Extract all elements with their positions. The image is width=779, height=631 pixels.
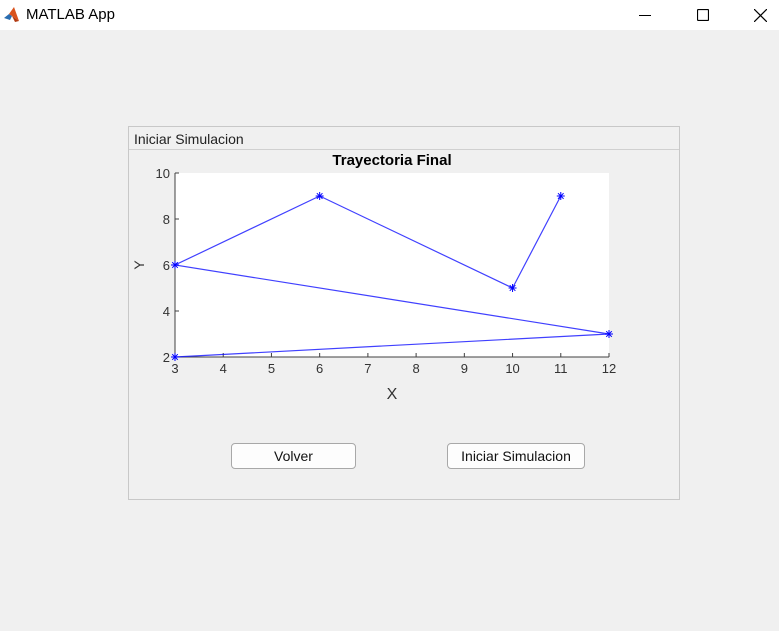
trajectory-plot[interactable]: Trayectoria Final X Y 3 4 5 6 7 8 9 10 11 12 2 4 6 8 1…: [129, 127, 679, 427]
maximize-icon: [697, 9, 709, 21]
x-tick-label: 5: [268, 361, 275, 376]
data-point-marker: [315, 192, 324, 200]
x-tick-label: 9: [461, 361, 468, 376]
maximize-button[interactable]: [674, 0, 732, 30]
minimize-icon: [639, 15, 651, 16]
plot-title: Trayectoria Final: [332, 152, 451, 169]
data-point-marker: [556, 192, 565, 200]
minimize-button[interactable]: [616, 0, 674, 30]
y-tick-label: 6: [163, 258, 170, 273]
y-tick-label: 2: [163, 350, 170, 365]
y-tick-label: 10: [156, 166, 170, 181]
marker-stroke: [509, 284, 516, 292]
marker-stroke: [171, 353, 179, 361]
matlab-logo-icon: [3, 6, 20, 23]
start-simulation-button[interactable]: Iniciar Simulacion: [447, 443, 585, 469]
simulation-panel: Iniciar Simulacion Trayectoria Final X Y…: [128, 126, 680, 500]
x-tick-label: 10: [505, 361, 519, 376]
x-tick-label: 11: [554, 361, 568, 376]
x-tick-label: 12: [602, 361, 616, 376]
close-icon: [753, 8, 767, 22]
marker-stroke: [605, 330, 613, 338]
marker-stroke: [171, 261, 179, 269]
x-tick-label: 6: [316, 361, 323, 376]
y-tick-label: 4: [163, 304, 170, 319]
y-axis-label: Y: [131, 260, 147, 270]
plot-area: [175, 173, 609, 357]
x-axis-label: X: [387, 386, 398, 403]
title-bar: MATLAB App: [0, 0, 779, 30]
y-tick-label: 8: [163, 212, 170, 227]
panel-header: Iniciar Simulacion: [129, 127, 679, 150]
data-point-marker: [171, 261, 179, 269]
x-tick-label: 3: [171, 361, 178, 376]
panel-title: Iniciar Simulacion: [134, 131, 244, 147]
x-tick-label: 8: [412, 361, 419, 376]
x-tick-label: 4: [220, 361, 227, 376]
series: [171, 192, 613, 361]
data-point-marker: [508, 284, 517, 292]
window-title: MATLAB App: [26, 6, 115, 23]
data-point-marker: [171, 353, 179, 361]
marker-stroke: [316, 192, 323, 200]
close-button[interactable]: [731, 0, 779, 30]
marker-stroke: [557, 192, 564, 200]
x-tick-label: 7: [364, 361, 371, 376]
series-line: [172, 195, 610, 358]
back-button[interactable]: Volver: [231, 443, 356, 469]
data-point-marker: [605, 330, 613, 338]
